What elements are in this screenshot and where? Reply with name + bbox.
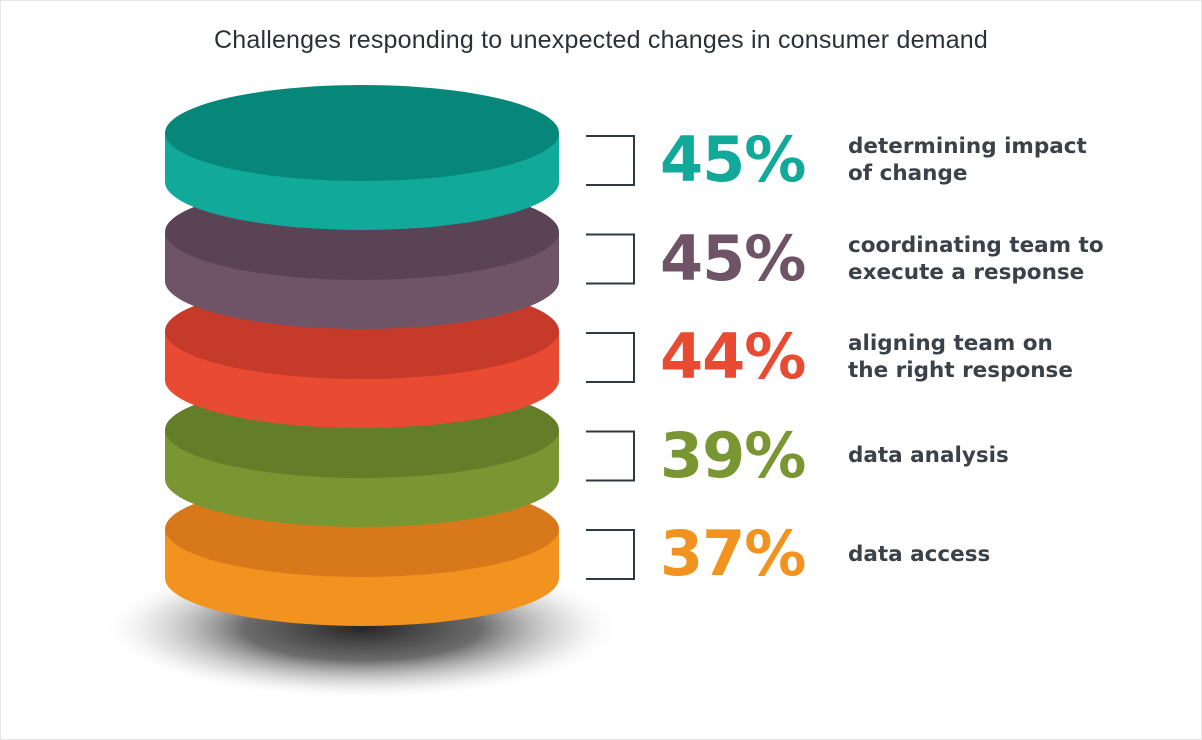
category-label: determining impact of change — [848, 134, 1087, 186]
connector-bracket — [586, 135, 635, 186]
connector-bracket — [586, 529, 635, 580]
disc-1 — [165, 85, 559, 230]
connector-bracket — [586, 430, 635, 482]
category-label: coordinating team to execute a response — [848, 232, 1104, 285]
value-label: 39% — [660, 418, 806, 492]
value-label: 45% — [660, 123, 806, 196]
disc-top — [165, 85, 559, 181]
category-label: data access — [848, 541, 991, 567]
value-label: 45% — [660, 221, 806, 295]
connector-bracket — [586, 233, 635, 285]
value-label: 37% — [660, 517, 806, 590]
category-label: data analysis — [848, 443, 1009, 468]
chart-title: Challenges responding to unexpected chan… — [213, 26, 989, 54]
value-label: 44% — [660, 320, 806, 393]
connector-bracket — [586, 332, 635, 383]
category-label: aligning team on the right response — [848, 331, 1073, 383]
